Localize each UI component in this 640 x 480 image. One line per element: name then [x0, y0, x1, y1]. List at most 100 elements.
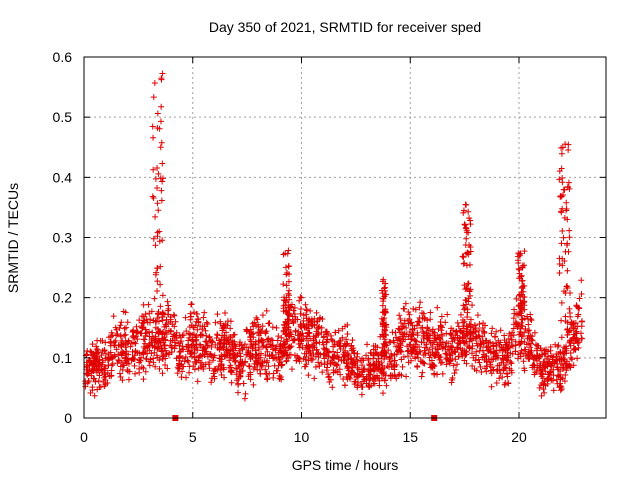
data-point [408, 335, 415, 342]
data-point [451, 370, 458, 377]
data-point [558, 208, 565, 215]
data-point [214, 331, 221, 338]
data-point [154, 315, 161, 322]
data-point [186, 347, 193, 354]
data-point [159, 356, 166, 362]
data-point [487, 348, 494, 355]
data-point [488, 330, 495, 337]
data-point [294, 316, 301, 323]
data-point [419, 328, 426, 335]
data-point [193, 337, 200, 344]
data-point [211, 375, 218, 382]
data-point [142, 345, 149, 352]
data-point [464, 286, 471, 293]
data-point [216, 340, 223, 347]
data-point [287, 344, 294, 351]
data-point [171, 312, 178, 319]
data-point [365, 366, 372, 373]
data-point [140, 319, 147, 326]
data-point [443, 361, 450, 368]
data-point [271, 354, 278, 361]
data-point [286, 287, 293, 294]
data-point [176, 357, 183, 364]
data-point [566, 339, 573, 346]
data-point [463, 225, 470, 232]
data-point [578, 277, 585, 284]
data-point [562, 248, 569, 255]
data-point [200, 314, 207, 321]
data-point [154, 229, 161, 236]
data-point [440, 344, 447, 351]
data-point [254, 360, 261, 367]
data-point [161, 342, 168, 349]
data-point [485, 356, 492, 363]
data-point [560, 356, 567, 363]
data-point [430, 351, 437, 358]
data-point [476, 359, 483, 366]
data-point [566, 234, 573, 241]
data-point [265, 335, 272, 342]
data-point [578, 335, 585, 342]
data-point [142, 330, 149, 337]
data-point [477, 343, 484, 350]
data-point [319, 339, 326, 346]
data-point [239, 367, 246, 374]
data-point [356, 372, 363, 379]
y-tick-label: 0.2 [53, 290, 73, 306]
data-point [207, 338, 214, 345]
data-point [121, 325, 128, 332]
data-point [140, 313, 147, 320]
data-point [101, 383, 108, 390]
data-point [227, 368, 234, 375]
data-point [101, 363, 108, 370]
data-point [305, 357, 312, 364]
data-point [91, 375, 98, 382]
data-point [202, 327, 209, 334]
data-point [191, 354, 198, 361]
data-point [262, 329, 269, 336]
data-point [447, 352, 454, 359]
data-point [538, 373, 545, 380]
data-point [463, 235, 470, 242]
data-point [388, 350, 395, 357]
data-point [124, 356, 131, 363]
data-point [416, 304, 423, 311]
data-point [505, 380, 512, 387]
data-point [313, 339, 320, 346]
data-point [118, 352, 125, 359]
data-point [164, 311, 171, 318]
data-point [380, 390, 387, 397]
data-point [434, 371, 441, 378]
data-point [503, 370, 510, 377]
data-point [508, 367, 515, 374]
data-point [513, 310, 520, 317]
data-point [373, 359, 380, 366]
data-point [271, 362, 278, 369]
data-point [460, 302, 467, 309]
data-point [335, 339, 342, 346]
data-point [434, 341, 441, 348]
data-point [574, 323, 581, 330]
data-point [129, 355, 136, 362]
data-point [146, 362, 153, 369]
data-point [515, 351, 522, 358]
data-point [154, 184, 161, 191]
data-point [527, 344, 534, 351]
data-point [388, 364, 395, 371]
data-point [221, 337, 228, 344]
data-point [331, 338, 338, 345]
data-point [263, 344, 270, 351]
data-point [265, 363, 272, 370]
data-point [316, 316, 323, 323]
data-point [149, 193, 156, 200]
data-point [387, 339, 394, 346]
y-tick-label: 0.1 [53, 350, 73, 366]
data-point [190, 324, 197, 331]
data-point [516, 338, 523, 345]
data-point [335, 327, 342, 334]
data-point [382, 307, 389, 314]
data-point [555, 366, 562, 373]
data-point [118, 349, 125, 356]
data-point [252, 323, 259, 330]
data-point [149, 123, 156, 130]
